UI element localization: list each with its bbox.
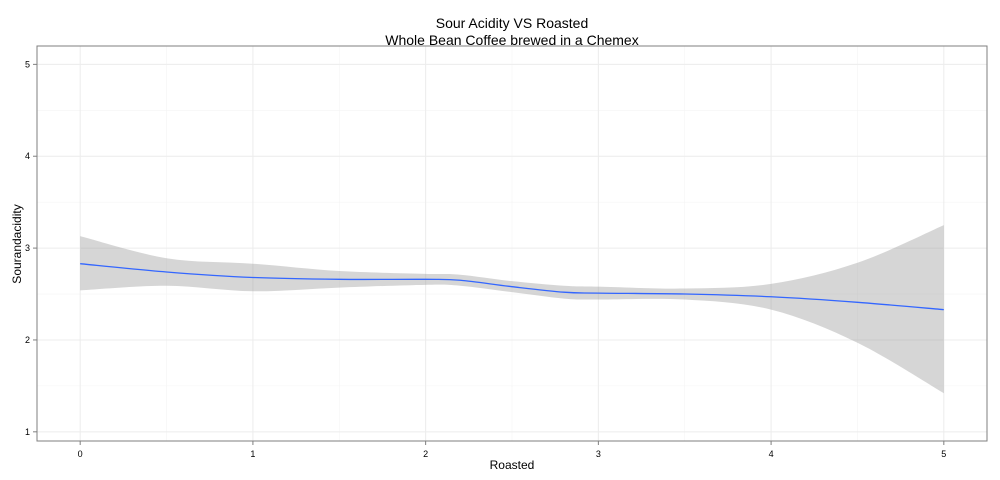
grid (37, 46, 987, 441)
x-tick-label: 0 (78, 449, 83, 459)
x-tick-label: 1 (250, 449, 255, 459)
x-tick-label: 4 (769, 449, 774, 459)
y-tick-label: 1 (25, 427, 30, 437)
x-tick-label: 5 (941, 449, 946, 459)
y-tick-label: 5 (25, 59, 30, 69)
axis-ticks: 0 1 2 3 4 5 1 2 3 4 5 (25, 59, 946, 459)
x-axis-title: Roasted (490, 458, 535, 472)
y-axis-title: Sourandacidity (10, 204, 24, 283)
y-tick-label: 4 (25, 151, 30, 161)
confidence-band (80, 225, 944, 394)
plot-panel-border (36, 45, 988, 442)
y-tick-label: 2 (25, 335, 30, 345)
y-tick-label: 3 (25, 243, 30, 253)
series-line-layer (80, 263, 944, 311)
chart-subtitle: Whole Bean Coffee brewed in a Chemex (385, 32, 638, 48)
x-tick-label: 2 (423, 449, 428, 459)
smooth-trend-line (80, 263, 944, 311)
x-tick-label: 3 (596, 449, 601, 459)
confidence-band-layer (80, 225, 944, 394)
chart-title: Sour Acidity VS Roasted (436, 15, 589, 31)
